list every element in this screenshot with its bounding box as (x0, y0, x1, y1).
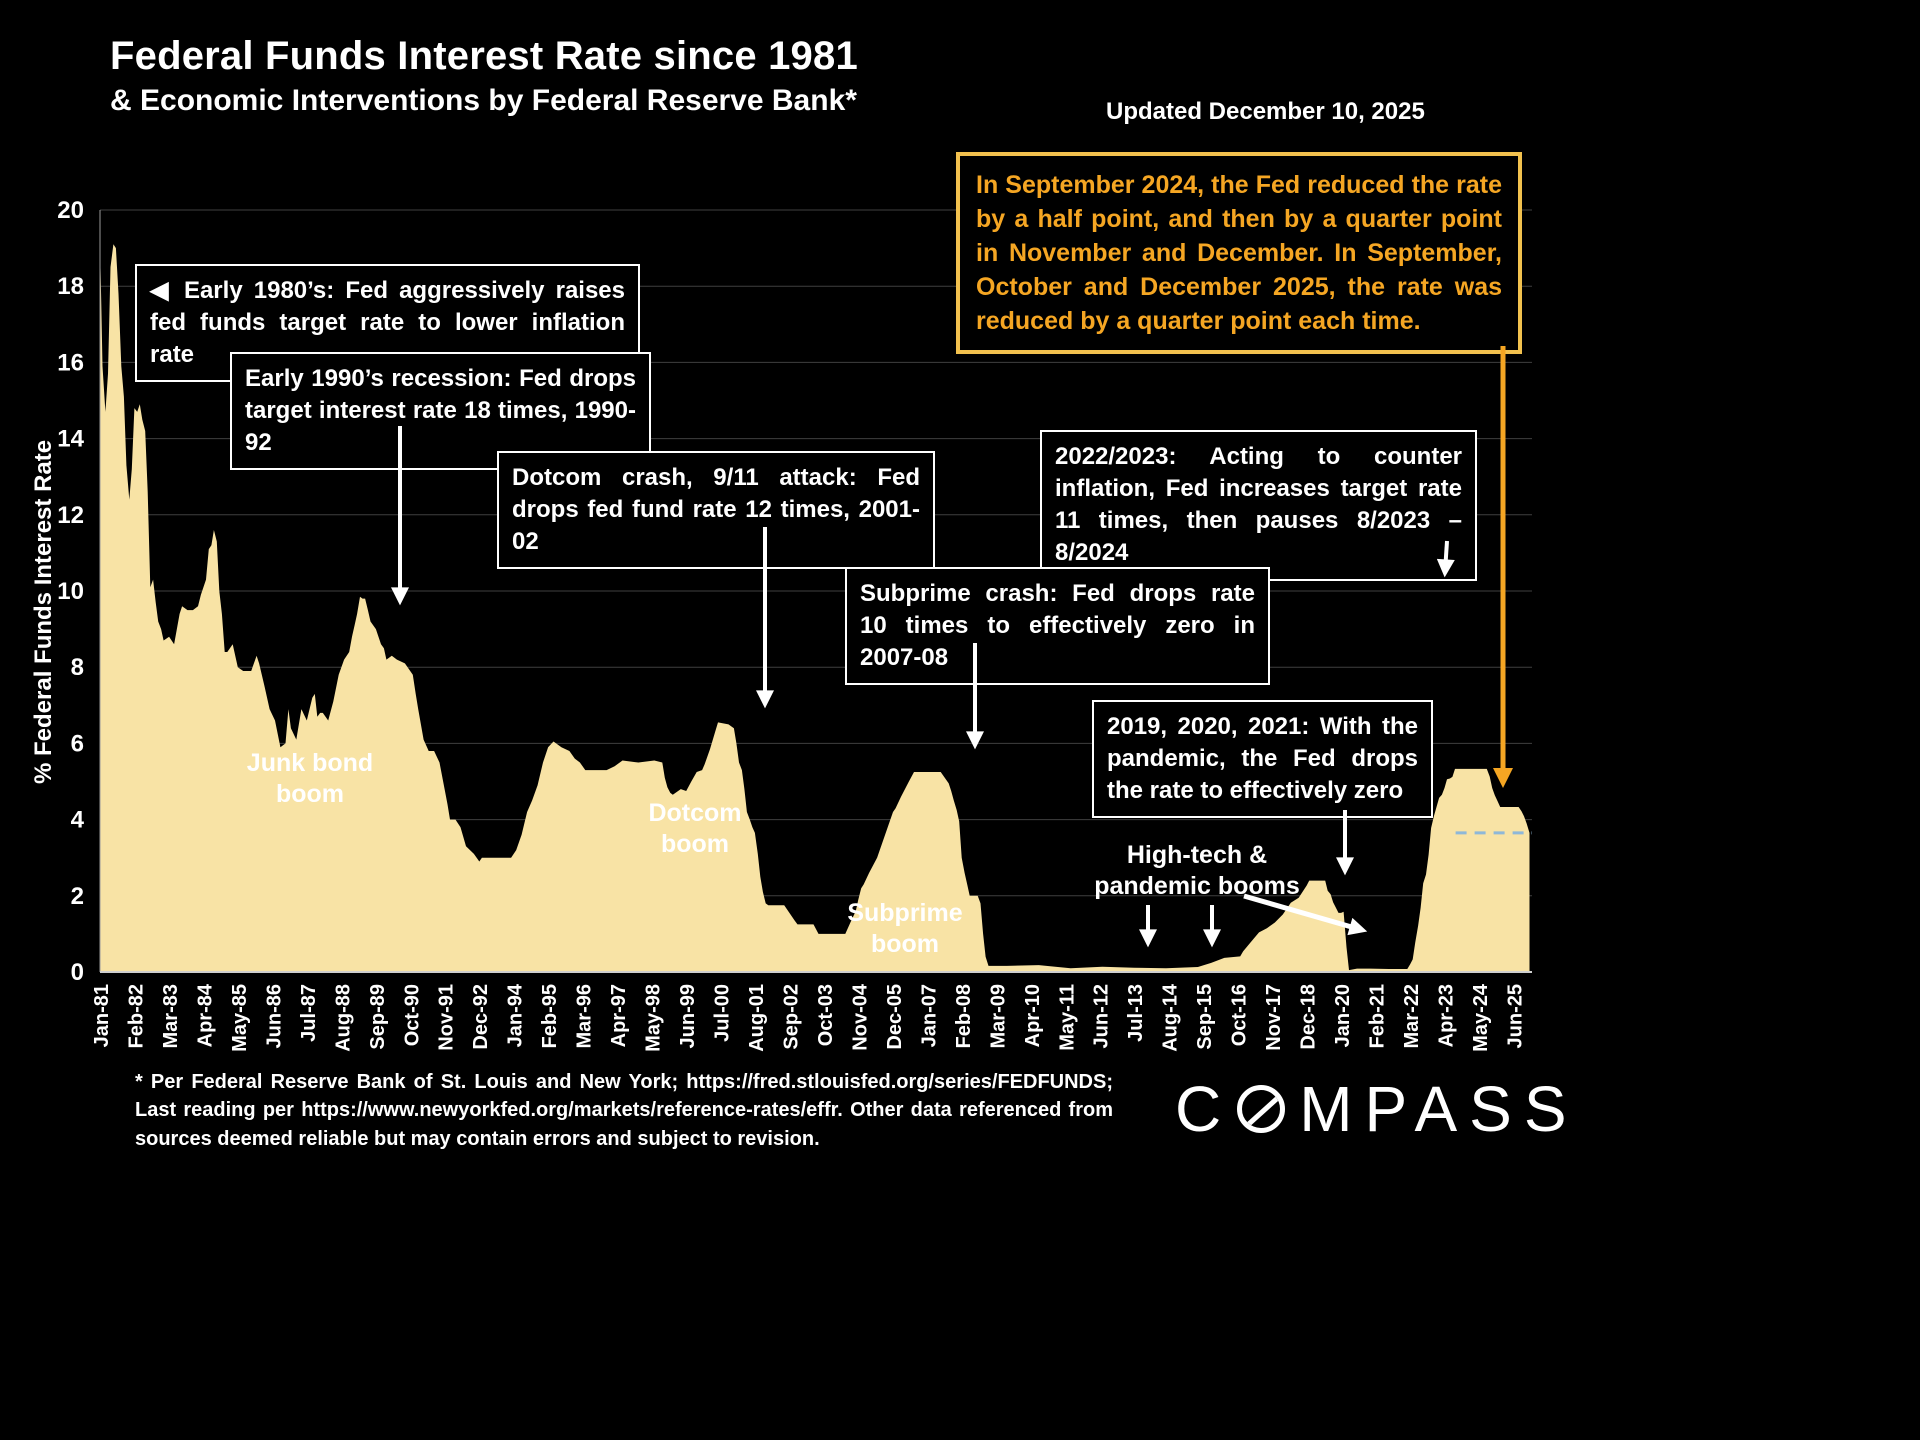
source-footnote: * Per Federal Reserve Bank of St. Louis … (135, 1071, 1113, 1150)
svg-text:2: 2 (71, 883, 84, 910)
highlight-note-box: In September 2024, the Fed reduced the r… (956, 152, 1522, 354)
svg-text:Aug-88: Aug-88 (332, 984, 354, 1052)
svg-text:Apr-23: Apr-23 (1435, 984, 1457, 1047)
svg-text:Jun-86: Jun-86 (263, 984, 285, 1048)
svg-text:14: 14 (57, 426, 84, 453)
svg-text:Sep-89: Sep-89 (367, 984, 389, 1050)
svg-text:Mar-83: Mar-83 (160, 984, 182, 1048)
annotation-early-1990s-recession: Early 1990’s recession: Fed drops target… (230, 352, 651, 471)
svg-text:Apr-84: Apr-84 (194, 983, 216, 1047)
svg-text:Sep-15: Sep-15 (1194, 984, 1216, 1050)
fed-funds-area-chart: 0 2 4 6 8 10 12 14 16 18 20 Jan-81 Feb-82 Mar-83 Apr-8… (57, 197, 1532, 1052)
svg-text:Nov-04: Nov-04 (849, 983, 871, 1051)
svg-text:Sep-02: Sep-02 (780, 984, 802, 1050)
svg-text:Oct-90: Oct-90 (401, 984, 423, 1046)
svg-text:Dec-05: Dec-05 (884, 984, 906, 1050)
svg-text:Feb-95: Feb-95 (539, 984, 561, 1048)
svg-text:Apr-10: Apr-10 (1022, 984, 1044, 1047)
svg-text:Oct-16: Oct-16 (1229, 984, 1251, 1046)
svg-text:Jan-07: Jan-07 (918, 984, 940, 1047)
svg-text:10: 10 (57, 578, 84, 605)
page-subtitle: & Economic Interventions by Federal Rese… (110, 84, 857, 117)
compass-logo: C MPASS (1175, 1072, 1579, 1146)
y-axis-title: % Federal Funds Interest Rate (30, 439, 57, 784)
svg-text:Mar-22: Mar-22 (1401, 984, 1423, 1048)
annotation-pandemic-2019-2021: 2019, 2020, 2021: With the pandemic, the… (1092, 700, 1433, 819)
svg-text:4: 4 (71, 807, 85, 834)
svg-text:Apr-97: Apr-97 (608, 984, 630, 1047)
svg-text:Jun-25: Jun-25 (1504, 984, 1526, 1048)
compass-logo-o-icon (1237, 1085, 1286, 1133)
svg-text:Aug-01: Aug-01 (746, 984, 768, 1052)
annotation-subprime-crash: Subprime crash: Fed drops rate 10 times … (845, 567, 1270, 686)
svg-text:Mar-09: Mar-09 (987, 984, 1009, 1048)
svg-text:6: 6 (71, 730, 84, 757)
svg-text:Nov-17: Nov-17 (1263, 984, 1285, 1051)
svg-text:Feb-21: Feb-21 (1367, 984, 1389, 1048)
page-title: Federal Funds Interest Rate since 1981 (110, 34, 858, 78)
era-label-subprime-boom: Subprime boom (847, 899, 963, 959)
svg-text:Dec-18: Dec-18 (1298, 984, 1320, 1050)
svg-text:Oct-03: Oct-03 (815, 984, 837, 1046)
svg-text:May-85: May-85 (229, 984, 251, 1052)
svg-text:Jun-99: Jun-99 (677, 984, 699, 1048)
svg-text:May-98: May-98 (643, 984, 665, 1052)
svg-text:18: 18 (57, 273, 84, 300)
svg-text:Dec-92: Dec-92 (470, 984, 492, 1050)
annotation-2022-2023-inflation: 2022/2023: Acting to counter inflation, … (1040, 430, 1477, 581)
compass-logo-text-mpass: MPASS (1299, 1073, 1579, 1145)
svg-text:May-24: May-24 (1470, 983, 1492, 1052)
svg-text:Mar-96: Mar-96 (574, 984, 596, 1048)
svg-text:Nov-91: Nov-91 (436, 984, 458, 1051)
svg-text:12: 12 (57, 502, 84, 529)
svg-text:Jul-13: Jul-13 (1125, 984, 1147, 1042)
svg-text:Jan-94: Jan-94 (505, 983, 527, 1047)
annotation-dotcom-crash: Dotcom crash, 9/11 attack: Fed drops fed… (497, 451, 935, 570)
era-label-hightech-pandemic-booms: High-tech & pandemic booms (1094, 841, 1300, 901)
compass-logo-text-c: C (1175, 1073, 1234, 1145)
era-label-junk-bond-boom: Junk bond boom (246, 749, 374, 809)
svg-text:20: 20 (57, 197, 84, 224)
svg-text:16: 16 (57, 349, 84, 376)
svg-text:Jun-12: Jun-12 (1091, 984, 1113, 1048)
svg-text:Feb-08: Feb-08 (953, 984, 975, 1048)
svg-text:Jul-00: Jul-00 (712, 984, 734, 1042)
svg-text:Jul-87: Jul-87 (298, 984, 320, 1042)
svg-text:May-11: May-11 (1056, 984, 1078, 1051)
svg-text:Aug-14: Aug-14 (1160, 983, 1182, 1052)
svg-text:8: 8 (71, 654, 84, 681)
era-label-dotcom-boom: Dotcom boom (648, 799, 742, 859)
svg-text:Feb-82: Feb-82 (125, 984, 147, 1048)
svg-text:Jan-20: Jan-20 (1332, 984, 1354, 1047)
svg-text:0: 0 (71, 959, 84, 986)
updated-date-label: Updated December 10, 2025 (1106, 98, 1425, 125)
svg-text:Jan-81: Jan-81 (91, 984, 113, 1047)
